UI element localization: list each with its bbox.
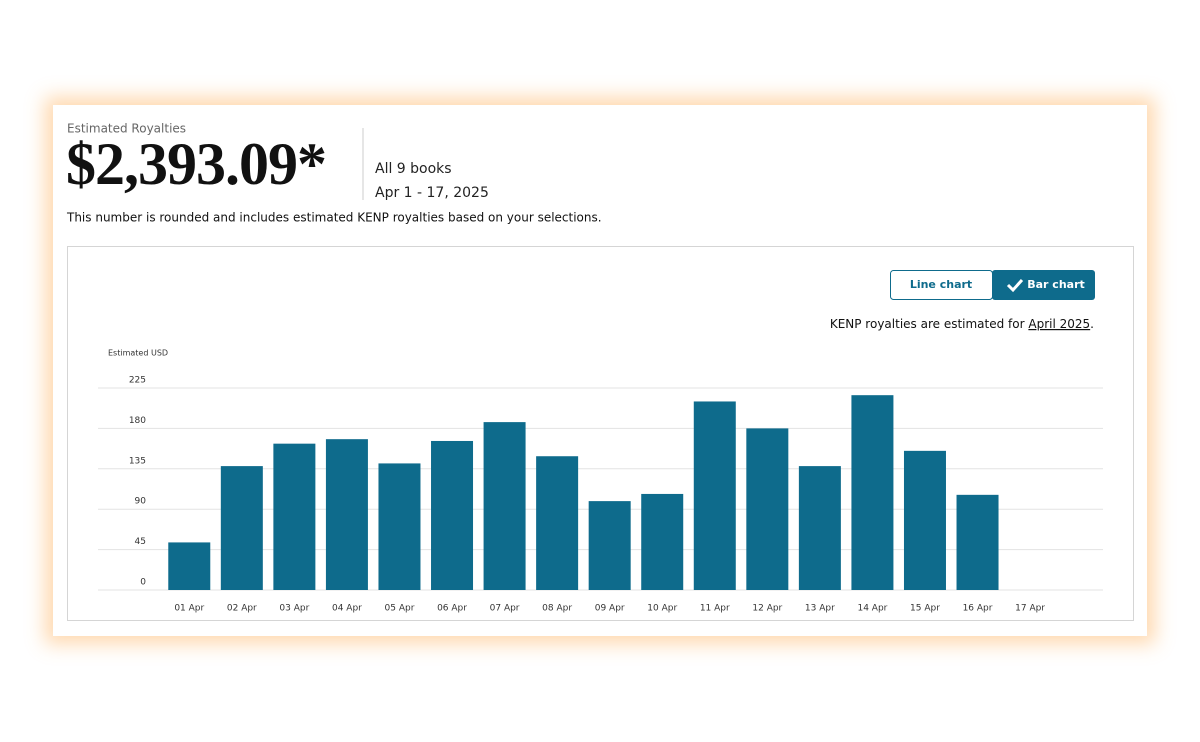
x-tick-label: 10 Apr <box>647 604 677 614</box>
note-text: KENP royalties are estimated for <box>830 317 1025 331</box>
y-tick-label: 45 <box>135 537 146 547</box>
bar <box>956 494 999 590</box>
y-tick-label: 180 <box>129 416 146 426</box>
check-icon <box>1006 278 1024 293</box>
royalties-label: Estimated Royalties <box>67 122 186 136</box>
x-tick-label: 06 Apr <box>437 604 467 614</box>
bar <box>536 456 579 590</box>
y-tick-label: 0 <box>140 578 146 588</box>
x-tick-label: 04 Apr <box>332 604 362 614</box>
x-tick-label: 02 Apr <box>227 604 257 614</box>
bar <box>851 395 894 590</box>
bar <box>641 493 684 590</box>
bar <box>746 428 789 590</box>
x-tick-label: 17 Apr <box>1015 604 1045 614</box>
note-end: . <box>1090 317 1094 331</box>
bar <box>798 466 841 590</box>
y-tick-label: 225 <box>129 376 146 386</box>
x-tick-label: 15 Apr <box>910 604 940 614</box>
bar <box>378 463 421 590</box>
bar <box>325 439 368 590</box>
x-tick-label: 14 Apr <box>857 604 887 614</box>
bar-chart-button[interactable]: Bar chart <box>992 270 1095 300</box>
bar <box>588 501 631 590</box>
x-tick-label: 07 Apr <box>490 604 520 614</box>
x-tick-label: 16 Apr <box>963 604 993 614</box>
books-filter: All 9 books <box>375 161 452 177</box>
bar <box>431 440 474 590</box>
button-bg[interactable] <box>992 270 1095 300</box>
x-tick-label: 01 Apr <box>174 604 204 614</box>
button-label[interactable]: Bar chart <box>1027 278 1085 291</box>
plot: 0 45 90 135 180 225 01 Apr 02 Apr 03 Apr 04 Apr 05… <box>98 376 1103 614</box>
chart-frame <box>67 246 1134 621</box>
bar <box>273 443 316 590</box>
x-tick-label: 05 Apr <box>385 604 415 614</box>
x-tick-label: 12 Apr <box>752 604 782 614</box>
bar <box>168 542 211 590</box>
note-link[interactable]: April 2025 <box>1028 317 1090 331</box>
bar <box>220 466 263 590</box>
kenp-note: KENP royalties are estimated for April 2… <box>830 317 1094 331</box>
x-tick-label: 11 Apr <box>700 604 730 614</box>
disclaimer: This number is rounded and includes esti… <box>66 211 602 225</box>
x-tick-label: 13 Apr <box>805 604 835 614</box>
bar <box>903 450 946 590</box>
x-tick-label: 08 Apr <box>542 604 572 614</box>
y-tick-label: 90 <box>135 497 147 507</box>
bar <box>483 422 526 590</box>
date-range: Apr 1 - 17, 2025 <box>375 185 489 201</box>
bar <box>693 401 736 590</box>
x-tick-label: 09 Apr <box>595 604 625 614</box>
button-label[interactable]: Line chart <box>910 278 972 291</box>
royalties-amount: $2,393.09* <box>66 131 326 197</box>
line-chart-button[interactable]: Line chart <box>890 270 993 300</box>
x-tick-label: 03 Apr <box>279 604 309 614</box>
y-axis-label: Estimated USD <box>108 349 168 358</box>
y-tick-label: 135 <box>129 456 146 466</box>
